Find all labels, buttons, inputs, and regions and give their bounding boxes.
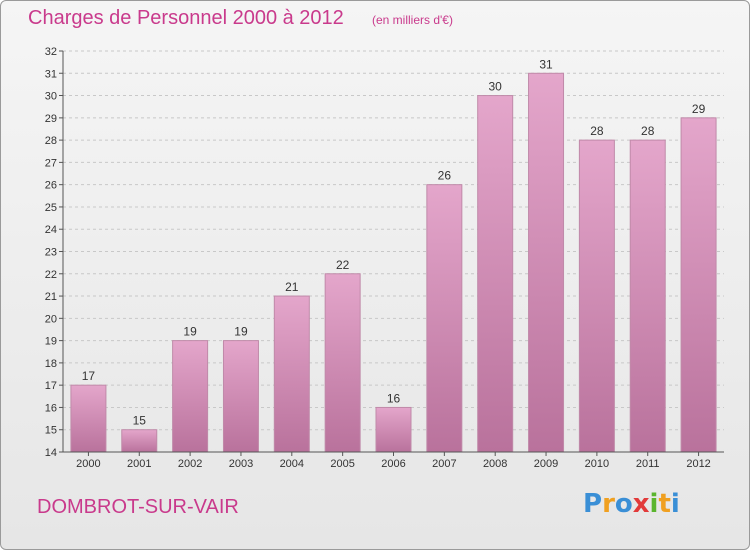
- logo-letter: x: [632, 489, 650, 519]
- data-label: 15: [133, 414, 147, 428]
- bar-2008[interactable]: [477, 95, 514, 453]
- commune-name: DOMBROT-SUR-VAIR: [37, 496, 239, 518]
- bar-2004[interactable]: [273, 295, 310, 453]
- bar-2001[interactable]: [121, 429, 158, 453]
- data-label: 19: [234, 325, 248, 339]
- y-tick-label: 15: [45, 425, 57, 437]
- bar-2011[interactable]: [629, 139, 666, 453]
- x-tick-label: 2012: [686, 458, 710, 470]
- x-tick-label: 2003: [229, 458, 253, 470]
- x-tick-label: 2002: [178, 458, 202, 470]
- x-tick-label: 2009: [534, 458, 558, 470]
- y-tick-label: 30: [45, 91, 57, 103]
- y-tick-label: 31: [45, 68, 57, 80]
- x-tick-label: 2007: [432, 458, 456, 470]
- y-tick-label: 25: [45, 202, 57, 214]
- data-label: 28: [641, 124, 655, 138]
- x-tick-label: 2000: [76, 458, 100, 470]
- y-tick-label: 21: [45, 291, 57, 303]
- x-tick-label: 2008: [483, 458, 507, 470]
- y-tick-label: 14: [45, 447, 57, 459]
- data-label: 22: [336, 258, 350, 272]
- data-label: 29: [692, 102, 706, 116]
- bar-2012[interactable]: [680, 117, 717, 453]
- y-tick-label: 23: [45, 247, 57, 259]
- x-tick-label: 2011: [636, 458, 660, 470]
- proxiti-logo[interactable]: Proxiti: [583, 489, 680, 519]
- data-label: 16: [387, 391, 401, 405]
- bar-2005[interactable]: [324, 273, 361, 453]
- logo-letter: t: [658, 489, 671, 519]
- logo-letter: P: [583, 489, 603, 519]
- bar-2010[interactable]: [578, 139, 615, 453]
- x-tick-label: 2004: [280, 458, 304, 470]
- y-tick-label: 32: [45, 46, 57, 58]
- chart-title: Charges de Personnel 2000 à 2012: [28, 7, 344, 29]
- bar-2009[interactable]: [528, 72, 565, 453]
- labels: 14 15 16 17 18 19 20 21 22 23 24 25 26 27 28 29 30 31 32 17…: [45, 46, 711, 470]
- bar-2007[interactable]: [426, 184, 463, 453]
- bars: [70, 72, 717, 453]
- bar-2006[interactable]: [375, 406, 412, 453]
- y-tick-label: 22: [45, 269, 57, 281]
- y-tick-label: 29: [45, 113, 57, 125]
- x-tick-label: 2005: [330, 458, 354, 470]
- y-tick-label: 18: [45, 358, 57, 370]
- data-label: 31: [539, 57, 553, 71]
- bar-2002[interactable]: [172, 340, 209, 453]
- data-label: 26: [438, 169, 452, 183]
- x-tick-label: 2006: [381, 458, 405, 470]
- axes: [59, 50, 724, 456]
- y-tick-label: 26: [45, 180, 57, 192]
- y-tick-label: 28: [45, 135, 57, 147]
- chart-subtitle: (en milliers d'€): [372, 13, 453, 27]
- y-tick-label: 24: [45, 224, 57, 236]
- logo-letter: r: [602, 489, 615, 519]
- data-label: 17: [82, 369, 96, 383]
- bar-2003[interactable]: [222, 340, 259, 453]
- y-tick-label: 17: [45, 380, 57, 392]
- y-tick-label: 27: [45, 157, 57, 169]
- y-tick-label: 16: [45, 402, 57, 414]
- logo-letter: o: [614, 489, 633, 519]
- y-tick-label: 20: [45, 313, 57, 325]
- bar-2000[interactable]: [70, 384, 107, 453]
- x-tick-label: 2010: [585, 458, 609, 470]
- logo-letter: i: [649, 489, 659, 519]
- data-label: 21: [285, 280, 299, 294]
- data-label: 28: [590, 124, 604, 138]
- x-tick-label: 2001: [127, 458, 151, 470]
- data-label: 30: [489, 80, 503, 94]
- y-tick-label: 19: [45, 336, 57, 348]
- logo-letter: i: [670, 489, 680, 519]
- data-label: 19: [183, 325, 197, 339]
